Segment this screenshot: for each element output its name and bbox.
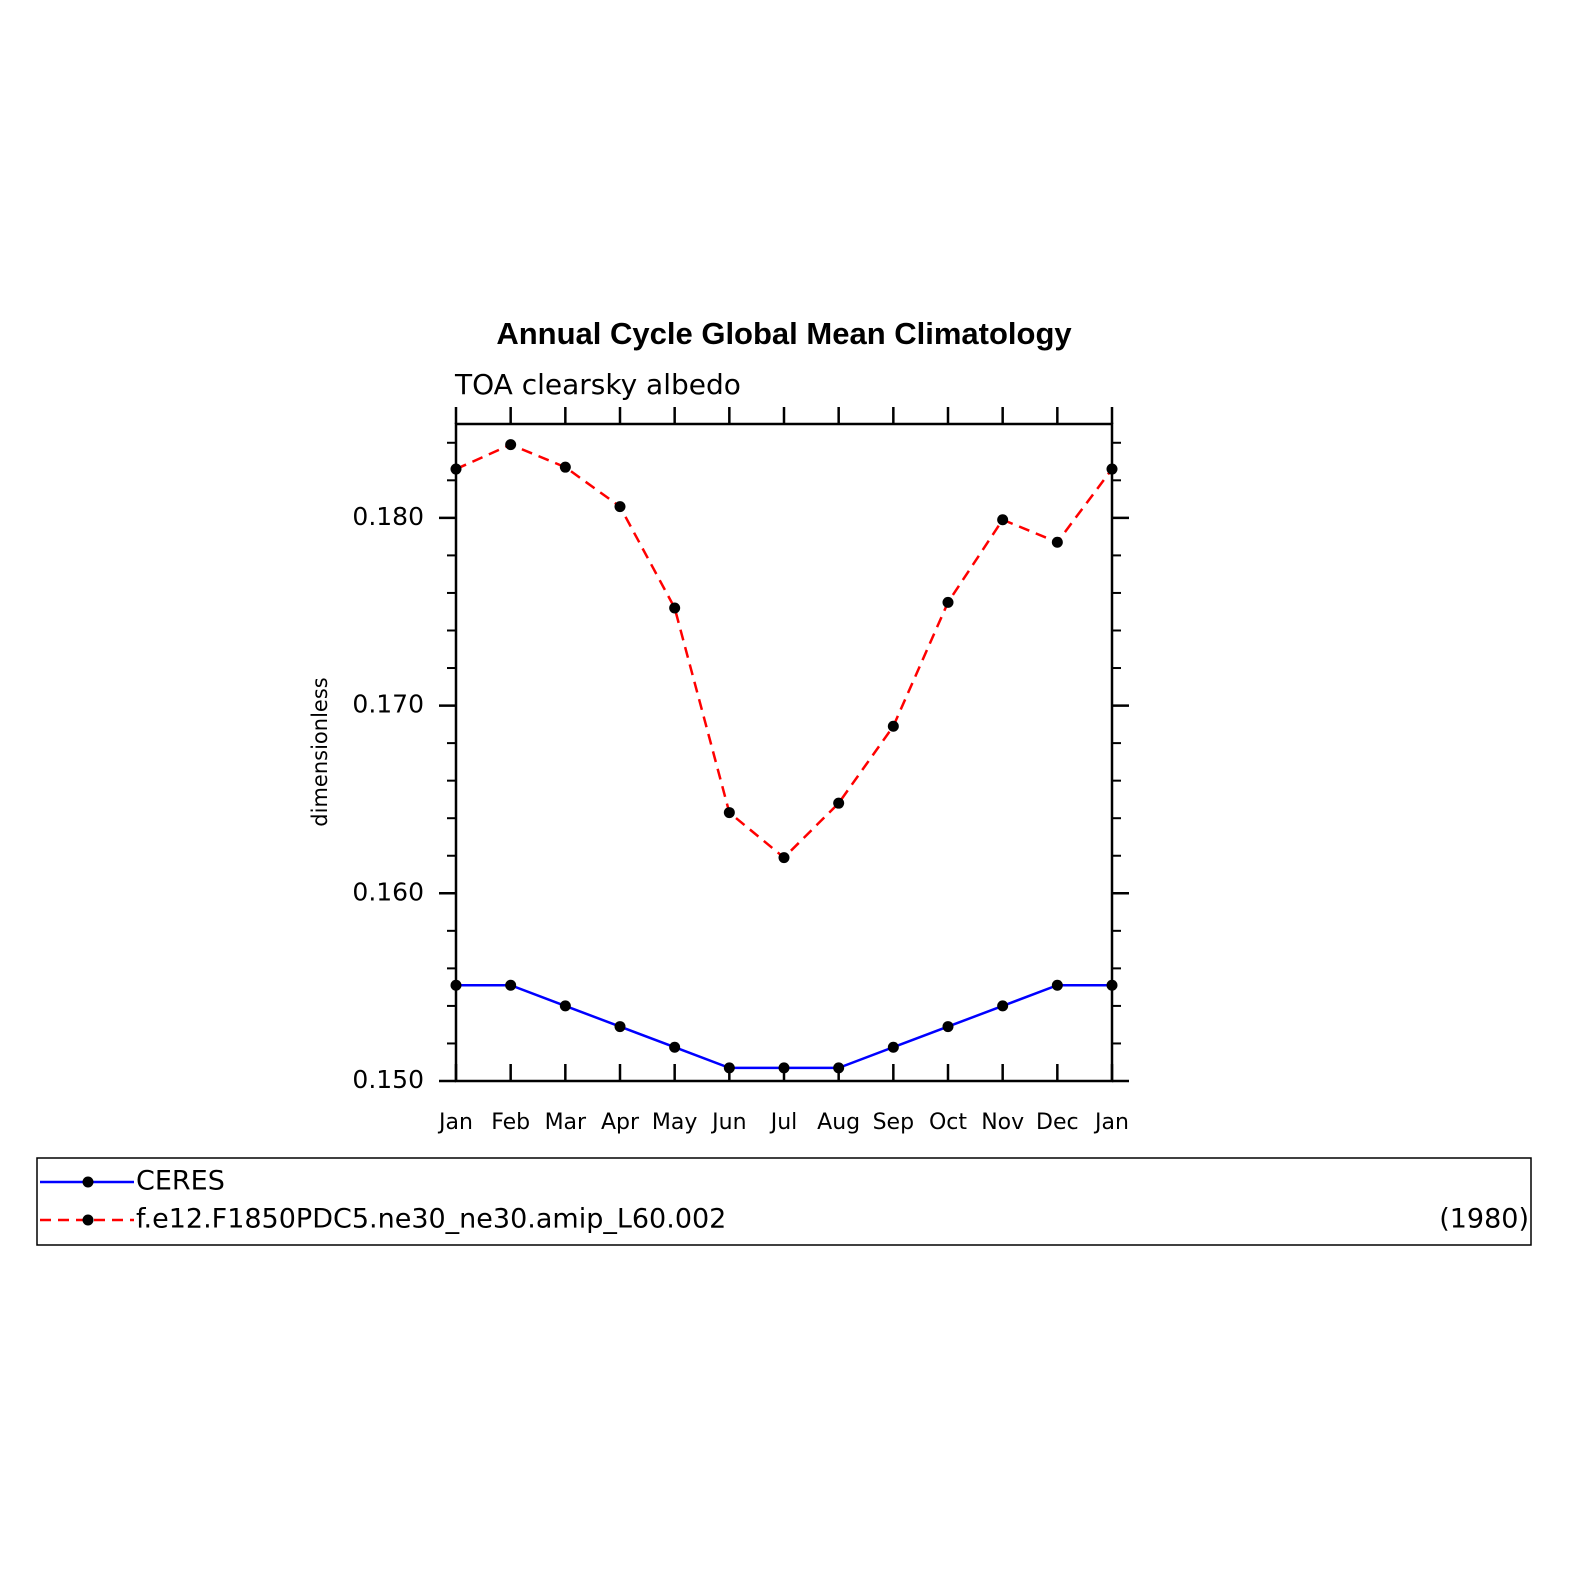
legend-marker [82,1214,94,1226]
legend-box [36,1157,1532,1246]
x-tick-label: Jan [437,1110,473,1135]
chart-subtitle: TOA clearsky albedo [454,368,741,401]
point [614,501,626,513]
y-tick-label: 0.150 [352,1065,424,1094]
point [1106,979,1118,991]
point [887,1041,899,1053]
point [833,1062,845,1074]
y-tick-label: 0.180 [352,502,424,531]
series-line [455,443,1114,860]
series-line [456,984,1112,1070]
point [669,1041,681,1053]
legend-label: CERES [136,1166,225,1197]
point [559,1000,571,1012]
legend-note: (1980) [1439,1204,1529,1235]
point [723,807,735,819]
x-tick-label: May [652,1110,697,1135]
point [778,1062,790,1074]
point [997,1000,1009,1012]
point [942,596,954,608]
plot-frame [454,422,1114,1083]
point [887,720,899,732]
point [1051,536,1063,548]
point [997,514,1009,526]
legend-label: f.e12.F1850PDC5.ne30_ne30.amip_L60.002 [136,1204,726,1235]
y-tick-label: 0.160 [352,877,424,906]
point [1106,463,1118,475]
point [505,979,517,991]
x-tick-label: Apr [601,1110,640,1135]
y-axis-label: dimensionless [308,677,332,826]
point [669,602,681,614]
x-tick-label: Mar [545,1110,587,1135]
x-tick-label: Jun [710,1110,746,1135]
x-tick-label: Nov [981,1110,1024,1135]
point [559,461,571,473]
point [833,797,845,809]
x-tick-label: Dec [1036,1110,1079,1135]
point [505,439,517,451]
point [450,463,462,475]
point [778,852,790,864]
y-tick-label: 0.170 [352,690,424,719]
chart-title: Annual Cycle Global Mean Climatology [496,316,1072,351]
x-tick-label: Sep [873,1110,914,1135]
point [942,1021,954,1033]
point [614,1021,626,1033]
x-tick-label: Jul [769,1110,798,1135]
x-tick-label: Feb [491,1110,530,1135]
x-tick-label: Jan [1093,1110,1129,1135]
point [450,979,462,991]
legend-marker [82,1176,94,1188]
point [1051,979,1063,991]
point [723,1062,735,1074]
x-tick-label: Oct [929,1110,967,1135]
x-tick-label: Aug [817,1110,860,1135]
